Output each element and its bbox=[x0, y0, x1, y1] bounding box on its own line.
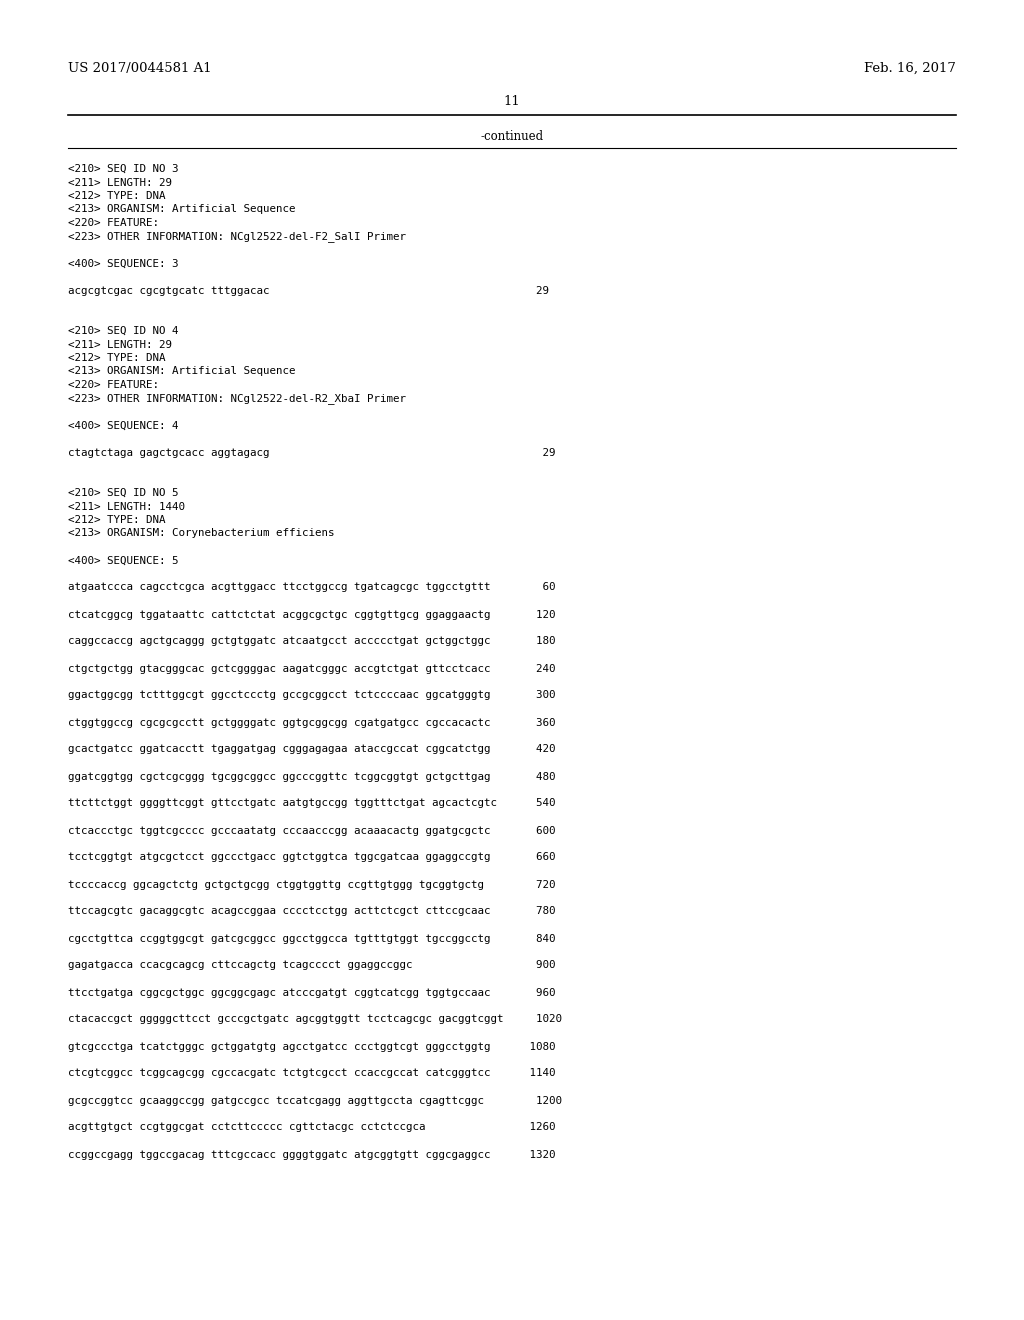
Text: ggatcggtgg cgctcgcggg tgcggcggcc ggcccggttc tcggcggtgt gctgcttgag       480: ggatcggtgg cgctcgcggg tgcggcggcc ggcccgg… bbox=[68, 771, 555, 781]
Text: <210> SEQ ID NO 5: <210> SEQ ID NO 5 bbox=[68, 488, 178, 498]
Text: <223> OTHER INFORMATION: NCgl2522-del-R2_XbaI Primer: <223> OTHER INFORMATION: NCgl2522-del-R2… bbox=[68, 393, 406, 404]
Text: <211> LENGTH: 1440: <211> LENGTH: 1440 bbox=[68, 502, 185, 511]
Text: <220> FEATURE:: <220> FEATURE: bbox=[68, 380, 159, 389]
Text: <400> SEQUENCE: 4: <400> SEQUENCE: 4 bbox=[68, 421, 178, 430]
Text: ccggccgagg tggccgacag tttcgccacc ggggtggatc atgcggtgtt cggcgaggcc      1320: ccggccgagg tggccgacag tttcgccacc ggggtgg… bbox=[68, 1150, 555, 1159]
Text: <210> SEQ ID NO 4: <210> SEQ ID NO 4 bbox=[68, 326, 178, 337]
Text: ctcaccctgc tggtcgcccc gcccaatatg cccaacccgg acaaacactg ggatgcgctc       600: ctcaccctgc tggtcgcccc gcccaatatg cccaacc… bbox=[68, 825, 555, 836]
Text: <223> OTHER INFORMATION: NCgl2522-del-F2_SalI Primer: <223> OTHER INFORMATION: NCgl2522-del-F2… bbox=[68, 231, 406, 243]
Text: ctggtggccg cgcgcgcctt gctggggatc ggtgcggcgg cgatgatgcc cgccacactc       360: ctggtggccg cgcgcgcctt gctggggatc ggtgcgg… bbox=[68, 718, 555, 727]
Text: <220> FEATURE:: <220> FEATURE: bbox=[68, 218, 159, 228]
Text: ttcctgatga cggcgctggc ggcggcgagc atcccgatgt cggtcatcgg tggtgccaac       960: ttcctgatga cggcgctggc ggcggcgagc atcccga… bbox=[68, 987, 555, 998]
Text: <400> SEQUENCE: 5: <400> SEQUENCE: 5 bbox=[68, 556, 178, 565]
Text: ctcgtcggcc tcggcagcgg cgccacgatc tctgtcgcct ccaccgccat catcgggtcc      1140: ctcgtcggcc tcggcagcgg cgccacgatc tctgtcg… bbox=[68, 1068, 555, 1078]
Text: caggccaccg agctgcaggg gctgtggatc atcaatgcct accccctgat gctggctggc       180: caggccaccg agctgcaggg gctgtggatc atcaatg… bbox=[68, 636, 555, 647]
Text: -continued: -continued bbox=[480, 129, 544, 143]
Text: <210> SEQ ID NO 3: <210> SEQ ID NO 3 bbox=[68, 164, 178, 174]
Text: acgcgtcgac cgcgtgcatc tttggacac                                         29: acgcgtcgac cgcgtgcatc tttggacac 29 bbox=[68, 285, 549, 296]
Text: tcctcggtgt atgcgctcct ggccctgacc ggtctggtca tggcgatcaa ggaggccgtg       660: tcctcggtgt atgcgctcct ggccctgacc ggtctgg… bbox=[68, 853, 555, 862]
Text: ttcttctggt ggggttcggt gttcctgatc aatgtgccgg tggtttctgat agcactcgtc      540: ttcttctggt ggggttcggt gttcctgatc aatgtgc… bbox=[68, 799, 555, 808]
Text: gcgccggtcc gcaaggccgg gatgccgcc tccatcgagg aggttgccta cgagttcggc        1200: gcgccggtcc gcaaggccgg gatgccgcc tccatcga… bbox=[68, 1096, 562, 1106]
Text: ctcatcggcg tggataattc cattctctat acggcgctgc cggtgttgcg ggaggaactg       120: ctcatcggcg tggataattc cattctctat acggcgc… bbox=[68, 610, 555, 619]
Text: tccccaccg ggcagctctg gctgctgcgg ctggtggttg ccgttgtggg tgcggtgctg        720: tccccaccg ggcagctctg gctgctgcgg ctggtggt… bbox=[68, 879, 555, 890]
Text: ctacaccgct gggggcttcct gcccgctgatc agcggtggtt tcctcagcgc gacggtcggt     1020: ctacaccgct gggggcttcct gcccgctgatc agcgg… bbox=[68, 1015, 562, 1024]
Text: <213> ORGANISM: Artificial Sequence: <213> ORGANISM: Artificial Sequence bbox=[68, 367, 296, 376]
Text: <213> ORGANISM: Corynebacterium efficiens: <213> ORGANISM: Corynebacterium efficien… bbox=[68, 528, 335, 539]
Text: ctagtctaga gagctgcacc aggtagacg                                          29: ctagtctaga gagctgcacc aggtagacg 29 bbox=[68, 447, 555, 458]
Text: <212> TYPE: DNA: <212> TYPE: DNA bbox=[68, 191, 166, 201]
Text: Feb. 16, 2017: Feb. 16, 2017 bbox=[864, 62, 956, 75]
Text: <211> LENGTH: 29: <211> LENGTH: 29 bbox=[68, 339, 172, 350]
Text: <212> TYPE: DNA: <212> TYPE: DNA bbox=[68, 352, 166, 363]
Text: <400> SEQUENCE: 3: <400> SEQUENCE: 3 bbox=[68, 259, 178, 268]
Text: ggactggcgg tctttggcgt ggcctccctg gccgcggcct tctccccaac ggcatgggtg       300: ggactggcgg tctttggcgt ggcctccctg gccgcgg… bbox=[68, 690, 555, 701]
Text: <212> TYPE: DNA: <212> TYPE: DNA bbox=[68, 515, 166, 525]
Text: <213> ORGANISM: Artificial Sequence: <213> ORGANISM: Artificial Sequence bbox=[68, 205, 296, 214]
Text: US 2017/0044581 A1: US 2017/0044581 A1 bbox=[68, 62, 212, 75]
Text: cgcctgttca ccggtggcgt gatcgcggcc ggcctggcca tgtttgtggt tgccggcctg       840: cgcctgttca ccggtggcgt gatcgcggcc ggcctgg… bbox=[68, 933, 555, 944]
Text: gtcgccctga tcatctgggc gctggatgtg agcctgatcc ccctggtcgt gggcctggtg      1080: gtcgccctga tcatctgggc gctggatgtg agcctga… bbox=[68, 1041, 555, 1052]
Text: ttccagcgtc gacaggcgtc acagccggaa cccctcctgg acttctcgct cttccgcaac       780: ttccagcgtc gacaggcgtc acagccggaa cccctcc… bbox=[68, 907, 555, 916]
Text: atgaatccca cagcctcgca acgttggacc ttcctggccg tgatcagcgc tggcctgttt        60: atgaatccca cagcctcgca acgttggacc ttcctgg… bbox=[68, 582, 555, 593]
Text: ctgctgctgg gtacgggcac gctcggggac aagatcgggc accgtctgat gttcctcacc       240: ctgctgctgg gtacgggcac gctcggggac aagatcg… bbox=[68, 664, 555, 673]
Text: gagatgacca ccacgcagcg cttccagctg tcagcccct ggaggccggc                   900: gagatgacca ccacgcagcg cttccagctg tcagccc… bbox=[68, 961, 555, 970]
Text: gcactgatcc ggatcacctt tgaggatgag cgggagagaa ataccgccat cggcatctgg       420: gcactgatcc ggatcacctt tgaggatgag cgggaga… bbox=[68, 744, 555, 755]
Text: acgttgtgct ccgtggcgat cctcttccccc cgttctacgc cctctccgca                1260: acgttgtgct ccgtggcgat cctcttccccc cgttct… bbox=[68, 1122, 555, 1133]
Text: <211> LENGTH: 29: <211> LENGTH: 29 bbox=[68, 177, 172, 187]
Text: 11: 11 bbox=[504, 95, 520, 108]
